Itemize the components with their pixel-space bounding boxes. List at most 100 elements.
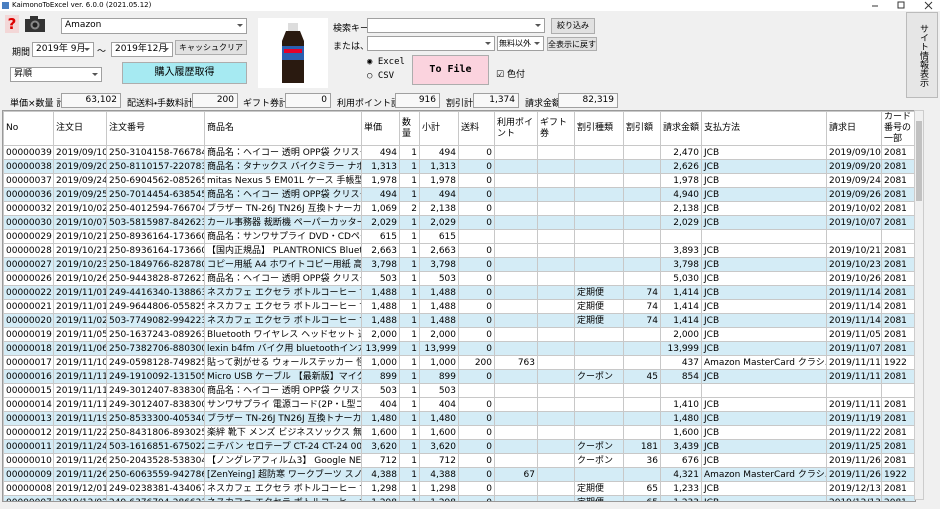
table-row[interactable]: 000000382019/09/20250-8110157-2207838商品名… — [4, 160, 916, 174]
table-cell: 2,138 — [420, 202, 459, 216]
table-cell: 2019/11/02 — [54, 314, 107, 328]
table-cell: 00000015 — [4, 384, 54, 398]
table-row[interactable]: 000000292019/10/21250-8936164-1736604商品名… — [4, 230, 916, 244]
show-all-button[interactable]: 全表示に戻す — [547, 37, 597, 51]
table-row[interactable]: 000000202019/11/02503-7749082-9942236ネスカ… — [4, 314, 916, 328]
table-cell: サンワサプライ 電源コード(2P・L型コ... — [205, 398, 362, 412]
excel-radio[interactable]: ◉ Excel — [367, 57, 405, 67]
table-row[interactable]: 000000132019/11/19250-8533300-4053403ブラザ… — [4, 412, 916, 426]
table-cell — [575, 426, 624, 440]
table-cell: 249-4416340-1388638 — [107, 286, 205, 300]
table-cell: 249-0598128-7498256 — [107, 356, 205, 370]
or-select[interactable] — [367, 36, 495, 51]
camera-icon[interactable] — [24, 14, 46, 34]
table-row[interactable]: 000000142019/11/11249-3012407-8383009サンワ… — [4, 398, 916, 412]
help-icon[interactable]: ? — [5, 15, 19, 33]
table-cell: 2,663 — [420, 244, 459, 258]
table-cell — [538, 146, 575, 160]
colored-checkbox[interactable]: ☑ 色付 — [496, 67, 525, 80]
table-cell — [495, 426, 538, 440]
table-row[interactable]: 000000322019/10/02250-4012594-7667047ブラザ… — [4, 202, 916, 216]
table-cell: 1,480 — [420, 412, 459, 426]
table-cell: 2019/10/21 — [54, 230, 107, 244]
table-row[interactable]: 000000272019/10/23250-1849766-8287803コピー… — [4, 258, 916, 272]
fetch-button[interactable]: 購入履歴取得 — [122, 62, 247, 84]
table-cell: 2019/11/10 — [54, 356, 107, 370]
table-cell: ネスカフェ エクセラ ボトルコーヒー 甘... — [205, 286, 362, 300]
table-cell: 404 — [362, 398, 400, 412]
table-cell: mitas Nexus 5 EM01L ケース 手帳型 ... — [205, 174, 362, 188]
from-select[interactable]: 2019年 9月 — [32, 42, 94, 57]
table-cell: 1 — [400, 216, 420, 230]
table-row[interactable]: 000000212019/11/01249-9644806-0558250ネスカ… — [4, 300, 916, 314]
table-row[interactable]: 000000162019/11/11249-1910092-1315054Mic… — [4, 370, 916, 384]
table-row[interactable]: 000000122019/11/22250-8431806-8930256楽絆 … — [4, 426, 916, 440]
window-buttons[interactable] — [870, 1, 936, 10]
table-row[interactable]: 000000302019/10/07503-5815987-8426239カール… — [4, 216, 916, 230]
table-cell: 2019/10/23 — [54, 258, 107, 272]
scrollbar[interactable] — [914, 110, 924, 500]
table-row[interactable]: 000000392019/09/10250-3104158-7667848商品名… — [4, 146, 916, 160]
table-cell: 1 — [400, 160, 420, 174]
table-row[interactable]: 000000172019/11/10249-0598128-7498256貼って… — [4, 356, 916, 370]
table-cell — [624, 160, 661, 174]
table-row[interactable]: 000000072019/12/02249-6376704-2866235ネスカ… — [4, 496, 916, 503]
table-cell: ニチバン セロテープ CT-24 CT-24 000... — [205, 440, 362, 454]
table-cell — [495, 454, 538, 468]
scroll-thumb[interactable] — [916, 121, 922, 201]
table-cell: 00000007 — [4, 496, 54, 503]
table-cell: 2019/10/26 — [827, 272, 882, 286]
table-row[interactable]: 000000262019/10/26250-9443828-8726213商品名… — [4, 272, 916, 286]
search-input[interactable] — [367, 18, 545, 33]
table-cell: 2019/12/02 — [54, 496, 107, 503]
table-cell: 712 — [420, 454, 459, 468]
summary-value: 63,102 — [61, 93, 121, 108]
table-cell: 定期便 — [575, 300, 624, 314]
column-header: カード番号の一部 — [882, 112, 916, 146]
table-cell — [882, 230, 916, 244]
table-cell — [495, 370, 538, 384]
site-select[interactable]: Amazon — [61, 18, 247, 34]
table-row[interactable]: 000000092019/11/26250-6063559-9427866[Ze… — [4, 468, 916, 482]
table-cell: 定期便 — [575, 496, 624, 503]
table-row[interactable]: 000000112019/11/24503-1616851-6750223ニチバ… — [4, 440, 916, 454]
table-row[interactable]: 000000222019/11/01249-4416340-1388638ネスカ… — [4, 286, 916, 300]
sort-select[interactable]: 昇順 — [10, 67, 102, 82]
table-cell: 1,233 — [661, 482, 702, 496]
table-cell — [575, 258, 624, 272]
table-cell: 1,978 — [661, 174, 702, 188]
table-row[interactable]: 000000182019/11/06250-7382706-8803001lex… — [4, 342, 916, 356]
csv-radio[interactable]: ○ CSV — [367, 71, 394, 81]
narrow-button[interactable]: 絞り込み — [551, 18, 595, 34]
filter-select[interactable]: 無料以外 — [497, 36, 544, 51]
to-file-button[interactable]: To File — [412, 55, 489, 85]
cache-clear-button[interactable]: キャッシュクリア — [175, 40, 247, 55]
table-cell: 2081 — [882, 300, 916, 314]
table-cell — [538, 440, 575, 454]
table-row[interactable]: 000000282019/10/21250-8936164-1736604【国内… — [4, 244, 916, 258]
table-cell: 2019/11/14 — [827, 314, 882, 328]
table-cell: 1 — [400, 314, 420, 328]
table-row[interactable]: 000000082019/12/01249-0238381-4340672ネスカ… — [4, 482, 916, 496]
table-cell: 2081 — [882, 272, 916, 286]
table-row[interactable]: 000000102019/11/26250-2043528-5383040【ノン… — [4, 454, 916, 468]
table-cell: 2019/11/25 — [827, 440, 882, 454]
table-cell: 1,313 — [362, 160, 400, 174]
table-cell: 2081 — [882, 244, 916, 258]
to-select[interactable]: 2019年12月 — [111, 42, 173, 57]
table-cell — [495, 174, 538, 188]
table-cell: 2019/11/24 — [54, 440, 107, 454]
site-info-button[interactable]: サイト情報表示 — [906, 12, 938, 98]
table-row[interactable]: 000000152019/11/11249-3012407-8383009商品名… — [4, 384, 916, 398]
table-row[interactable]: 000000362019/09/25250-7014454-6385453商品名… — [4, 188, 916, 202]
table-cell: 1 — [400, 272, 420, 286]
column-header: 利用ポイント — [495, 112, 538, 146]
table-row[interactable]: 000000192019/11/05250-1637243-0892638Blu… — [4, 328, 916, 342]
table-cell: 2019/10/07 — [54, 216, 107, 230]
table-cell: 250-3104158-7667848 — [107, 146, 205, 160]
orders-table: No注文日注文番号商品名単価数量小計送料利用ポイントギフト券割引種類割引額請求金… — [3, 111, 916, 502]
table-cell: 2019/09/24 — [827, 174, 882, 188]
table-cell: 1 — [400, 188, 420, 202]
table-cell: 商品名：タナックス バイクミラー ナポ... — [205, 160, 362, 174]
table-row[interactable]: 000000372019/09/24250-6904562-0852651mit… — [4, 174, 916, 188]
